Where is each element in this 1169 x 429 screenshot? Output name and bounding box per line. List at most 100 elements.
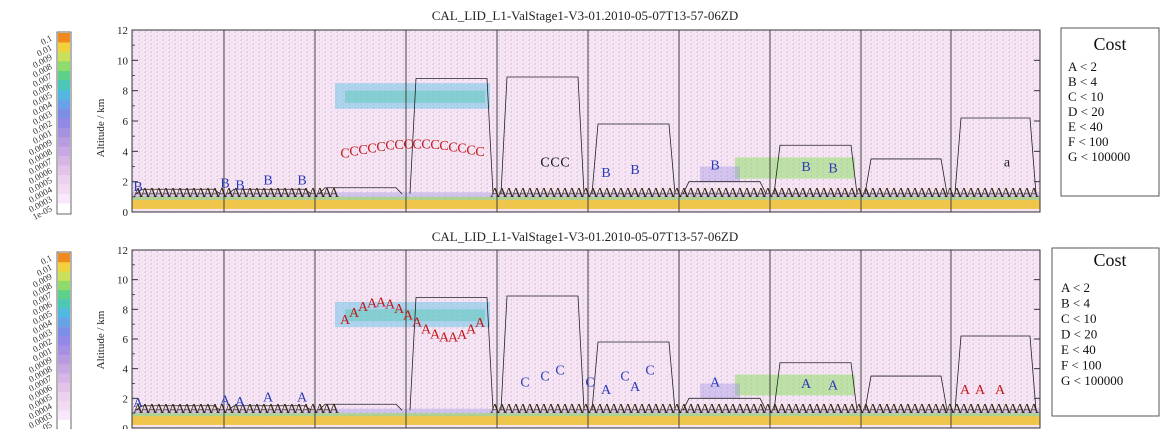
marker-a: A [665,402,676,417]
marker-a: A [196,186,207,201]
panel-1-y-axis-label: Altitude / km [95,98,107,157]
panel-1-colorbar-frame [56,31,72,215]
marker-a: A [651,186,662,201]
panel-2-y-axis-label: Altitude / km [95,310,107,369]
marker-a: A [1001,186,1012,201]
marker-a: A [882,186,893,201]
colorbar-swatch [58,80,70,91]
marker-a: A [1015,402,1026,417]
marker-a: A [560,402,571,417]
marker-a: A [735,402,746,417]
marker-a: A [266,402,277,417]
marker-a: A [672,186,683,201]
marker-a: A [994,402,1005,417]
panel-2-title: CAL_LID_L1-ValStage1-V3-01.2010-05-07T13… [432,229,739,244]
marker-a: A [1022,402,1033,417]
y-tick-label: 6 [123,116,129,128]
y-tick-label: 4 [123,364,129,376]
colorbar-swatch [58,345,70,356]
marker-a: A [1029,186,1040,201]
marker-a: A [140,186,151,201]
marker-c: C [645,364,654,379]
marker-a: A [504,402,515,417]
y-tick-label: 0 [123,207,129,219]
panel-1-legend-box [1060,27,1160,197]
marker-a: A [721,186,732,201]
marker-a: A [819,402,830,417]
marker-c: C [585,375,594,390]
panel-2-legend-title: Cost [1093,250,1126,270]
marker-red: A [376,295,387,310]
marker-a: A [924,186,935,201]
marker-a: A [182,402,193,417]
marker-blue: B [601,166,610,181]
marker-a: A [490,402,501,417]
marker-a: A [784,402,795,417]
colorbar-swatch [58,401,70,411]
cloud-layer-2 [735,374,855,396]
marker-a: A [714,402,725,417]
marker-a: A [574,186,585,201]
marker-a: A [679,402,690,417]
colorbar-swatch [58,373,70,383]
marker-a: A [210,402,221,417]
colorbar-swatch [58,165,70,176]
marker-a: A [840,186,851,201]
marker-a: A [154,186,165,201]
marker-a: A [798,402,809,417]
colorbar-swatch [58,42,70,53]
marker-a: A [616,186,627,201]
colorbar-swatch [58,317,70,328]
marker-a: A [175,402,186,417]
marker-a: A [910,186,921,201]
legend-item: D < 20 [1061,327,1097,342]
marker-a: A [672,402,683,417]
marker-a: A [728,186,739,201]
marker-a: A [742,186,753,201]
y-tick-label: 10 [117,275,129,287]
marker-a: A [749,186,760,201]
marker-a: A [903,186,914,201]
marker-a: A [315,186,326,201]
marker-a: A [868,402,879,417]
legend-item: C < 10 [1068,89,1104,104]
y-tick-label: 12 [117,245,128,257]
marker-a: A [595,402,606,417]
marker-a: A [763,402,774,417]
marker-a: A [574,402,585,417]
marker-blue: A [263,390,274,405]
marker-red: A [394,302,405,317]
marker-a: A [840,402,851,417]
marker-blue: B [263,174,272,189]
marker-a: A [917,186,928,201]
marker-a: A [714,186,725,201]
marker-red: C [340,146,349,161]
marker-a: A [581,402,592,417]
legend-item: F < 100 [1061,358,1102,373]
marker-a: A [784,186,795,201]
marker-red: A [439,331,450,346]
colorbar-swatch [58,382,70,393]
marker-a: A [623,402,634,417]
legend-item: D < 20 [1068,104,1104,119]
y-tick-label: 6 [123,334,129,346]
marker-a: A [133,402,144,417]
marker-a: A [945,186,956,201]
marker-blue: B [801,160,810,175]
marker-red: A [466,323,477,338]
marker-red: A [349,306,360,321]
colorbar-swatch [58,299,70,309]
marker-a: A [147,402,158,417]
marker-blue: B [235,178,244,193]
marker-a: A [315,402,326,417]
marker-a: A [777,186,788,201]
marker-a: A [231,186,242,201]
marker-red-right: A [960,383,971,398]
colorbar-swatch [58,290,70,300]
surface-return-band [132,416,1040,426]
marker-a: A [273,402,284,417]
y-tick-label: 2 [123,393,129,405]
